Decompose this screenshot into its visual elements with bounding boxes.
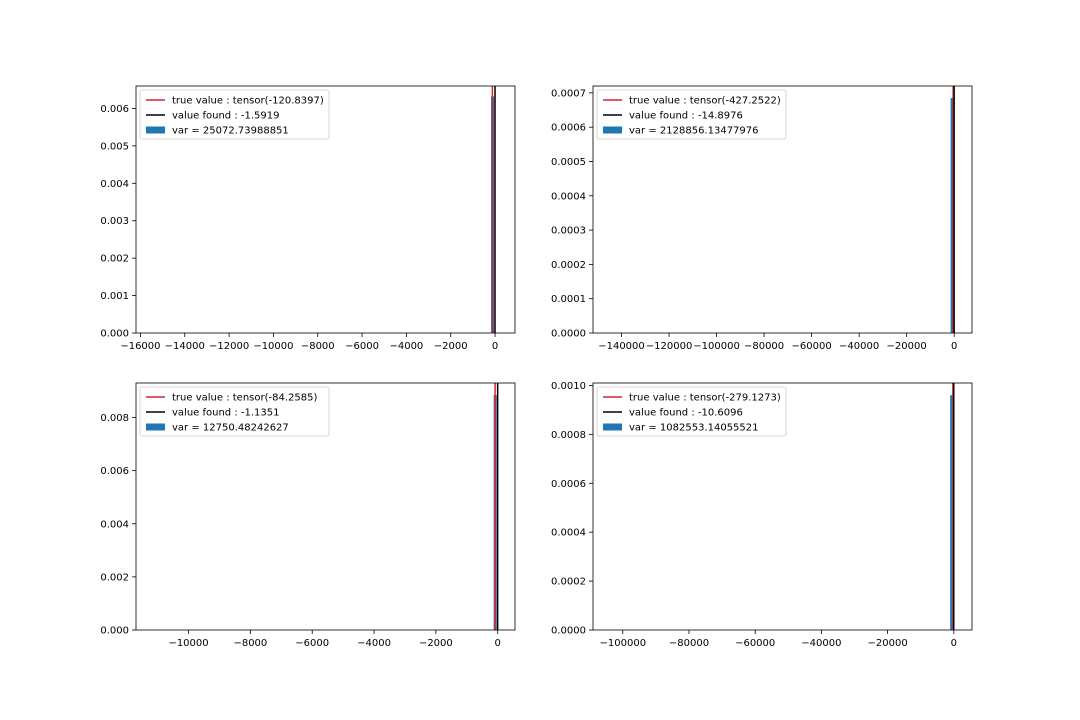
y-tick-label: 0.003 (100, 216, 129, 227)
legend-box (139, 89, 330, 140)
legend-true-label: true value : tensor(-120.8397) (172, 96, 324, 107)
y-tick-label: 0.001 (100, 291, 129, 302)
x-tick-label: −20000 (887, 341, 927, 352)
x-tick-label: −16000 (120, 341, 160, 352)
x-tick-label: −12000 (209, 341, 249, 352)
y-tick-label: 0.0006 (551, 479, 586, 490)
y-tick-label: 0.004 (100, 179, 129, 190)
x-tick-label: −2000 (419, 638, 453, 649)
y-tick-label: 0.0004 (551, 191, 586, 202)
y-tick-label: 0.0001 (551, 294, 586, 305)
y-tick-label: 0.004 (100, 519, 129, 530)
x-tick-label: −10000 (253, 341, 293, 352)
y-tick-label: 0.0005 (551, 157, 586, 168)
legend: true value : tensor(-427.2522) value foun… (596, 89, 787, 140)
legend-var-label: var = 2128856.13477976 (629, 126, 759, 137)
y-tick-label: 0.000 (100, 626, 129, 637)
legend-true-label: true value : tensor(-279.1273) (629, 393, 781, 404)
legend-box (596, 386, 787, 437)
legend-found-label: value found : -10.6096 (629, 408, 743, 419)
legend-found-label: value found : -1.1351 (172, 408, 279, 419)
legend-var-label: var = 1082553.14055521 (629, 423, 759, 434)
subplot-1: −16000 −14000 −12000 −10000 −8000 −6000 −4000−… (100, 85, 516, 352)
x-tick-label: −140000 (598, 341, 645, 352)
legend: true value : tensor(-84.2585) value found… (139, 386, 330, 437)
x-tick-label: 0 (495, 638, 501, 649)
y-tick-label: 0.0002 (551, 260, 586, 271)
subplot-2: −140000 −120000 −100000 −80000 −60000 −40000−… (551, 85, 973, 352)
y-tick-label: 0.0004 (551, 528, 586, 539)
y-tick-label: 0.002 (100, 572, 129, 583)
legend-true-label: true value : tensor(-84.2585) (172, 393, 317, 404)
y-tick-label: 0.0010 (551, 381, 586, 392)
x-tick-label: −10000 (168, 638, 208, 649)
x-tick-label: −120000 (646, 341, 693, 352)
x-tick-label: −6000 (295, 638, 329, 649)
x-tick-label: −8000 (233, 638, 267, 649)
legend-var-label: var = 25072.73988851 (172, 126, 289, 137)
y-tick-label: 0.0003 (551, 226, 586, 237)
y-tick-label: 0.0000 (551, 329, 586, 340)
legend-true-label: true value : tensor(-427.2522) (629, 96, 781, 107)
x-tick-label: −80000 (744, 341, 784, 352)
x-tick-label: −100000 (693, 341, 740, 352)
x-tick-label: −4000 (357, 638, 391, 649)
y-tick-label: 0.0007 (551, 88, 586, 99)
x-tick-label: −20000 (867, 638, 907, 649)
y-tick-label: 0.000 (100, 329, 129, 340)
x-tick-label: 0 (951, 341, 957, 352)
axes-frame (592, 382, 973, 631)
y-tick-label: 0.002 (100, 254, 129, 265)
legend-var-swatch (603, 126, 622, 134)
x-tick-label: −14000 (165, 341, 205, 352)
x-tick-label: −40000 (801, 638, 841, 649)
legend-var-swatch (146, 423, 165, 431)
y-tick-label: 0.0008 (551, 430, 586, 441)
subplot-3: −10000 −8000 −6000 −4000 −2000 0 0.000 0.002 0.0… (100, 382, 516, 649)
y-tick-label: 0.006 (100, 466, 129, 477)
legend-var-swatch (603, 423, 622, 431)
legend-box (596, 89, 787, 140)
legend: true value : tensor(-279.1273) value foun… (596, 386, 787, 437)
legend-box (139, 386, 330, 437)
x-tick-label: 0 (951, 638, 957, 649)
legend-var-label: var = 12750.48242627 (172, 423, 289, 434)
histogram-bar (950, 395, 954, 630)
legend-var-swatch (146, 126, 165, 134)
y-tick-label: 0.005 (100, 141, 129, 152)
legend: true value : tensor(-120.8397) value foun… (139, 89, 330, 140)
y-tick-label: 0.008 (100, 413, 129, 424)
axes-frame (135, 85, 516, 334)
x-tick-label: −6000 (345, 341, 379, 352)
x-tick-label: −8000 (301, 341, 335, 352)
x-tick-label: 0 (492, 341, 498, 352)
y-tick-label: 0.0006 (551, 123, 586, 134)
x-tick-label: −60000 (735, 638, 775, 649)
y-tick-label: 0.0000 (551, 626, 586, 637)
x-tick-label: −4000 (389, 341, 423, 352)
legend-found-label: value found : -1.5919 (172, 111, 279, 122)
x-tick-label: −60000 (792, 341, 832, 352)
y-tick-label: 0.006 (100, 104, 129, 115)
subplot-4: −100000 −80000 −60000 −40000 −20000 0 0.0000 0.… (551, 381, 973, 649)
axes-frame (135, 382, 516, 631)
axes-frame (592, 85, 973, 334)
histogram-bar (950, 98, 954, 333)
x-tick-label: −40000 (839, 341, 879, 352)
legend-found-label: value found : -14.8976 (629, 111, 743, 122)
x-tick-label: −2000 (434, 341, 468, 352)
x-tick-label: −80000 (669, 638, 709, 649)
x-tick-label: −100000 (600, 638, 647, 649)
y-tick-label: 0.0002 (551, 577, 586, 588)
